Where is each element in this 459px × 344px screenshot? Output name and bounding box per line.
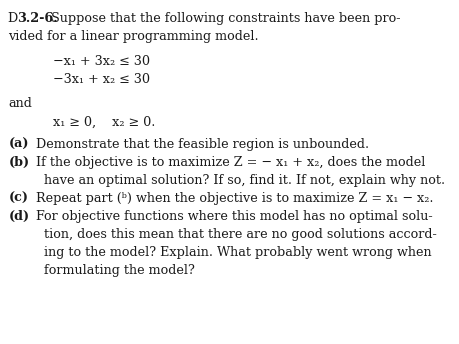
Text: D: D xyxy=(8,12,22,25)
Text: −x₁ + 3x₂ ≤ 30: −x₁ + 3x₂ ≤ 30 xyxy=(53,55,150,68)
Text: (a): (a) xyxy=(8,138,29,151)
Text: Suppose that the following constraints have been pro-: Suppose that the following constraints h… xyxy=(47,12,400,25)
Text: Demonstrate that the feasible region is unbounded.: Demonstrate that the feasible region is … xyxy=(28,138,368,151)
Text: x₁ ≥ 0,    x₂ ≥ 0.: x₁ ≥ 0, x₂ ≥ 0. xyxy=(53,116,155,129)
Text: and: and xyxy=(8,97,32,110)
Text: 3.2-6.: 3.2-6. xyxy=(17,12,58,25)
Text: For objective functions where this model has no optimal solu-: For objective functions where this model… xyxy=(28,210,431,223)
Text: have an optimal solution? If so, find it. If not, explain why not.: have an optimal solution? If so, find it… xyxy=(44,174,444,187)
Text: formulating the model?: formulating the model? xyxy=(44,264,194,277)
Text: Repeat part (ᵇ) when the objective is to maximize Z = x₁ − x₂.: Repeat part (ᵇ) when the objective is to… xyxy=(28,192,432,205)
Text: (d): (d) xyxy=(8,210,29,223)
Text: vided for a linear programming model.: vided for a linear programming model. xyxy=(8,30,258,43)
Text: ing to the model? Explain. What probably went wrong when: ing to the model? Explain. What probably… xyxy=(44,246,431,259)
Text: tion, does this mean that there are no good solutions accord-: tion, does this mean that there are no g… xyxy=(44,228,436,241)
Text: If the objective is to maximize Z = − x₁ + x₂, does the model: If the objective is to maximize Z = − x₁… xyxy=(28,156,424,169)
Text: (c): (c) xyxy=(8,192,28,205)
Text: −3x₁ + x₂ ≤ 30: −3x₁ + x₂ ≤ 30 xyxy=(53,73,150,86)
Text: (b): (b) xyxy=(8,156,29,169)
